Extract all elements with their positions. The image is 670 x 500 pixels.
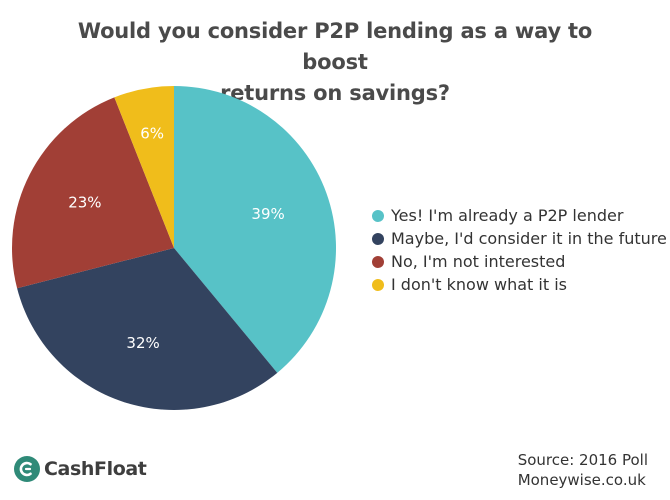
- pie-label-no: 23%: [68, 194, 101, 212]
- legend-item-yes: Yes! I'm already a P2P lender: [372, 204, 667, 227]
- legend-swatch-dont-know: [372, 278, 384, 291]
- legend-item-maybe: Maybe, I'd consider it in the future: [372, 227, 667, 250]
- chart-title-line-2: returns on savings?: [220, 81, 450, 105]
- legend-label-yes: Yes! I'm already a P2P lender: [391, 206, 624, 225]
- legend-item-no: No, I'm not interested: [372, 250, 667, 273]
- legend-swatch-no: [372, 255, 384, 268]
- pie-slice-maybe: [17, 248, 278, 410]
- chart-title-line-1: Would you consider P2P lending as a way …: [77, 19, 593, 74]
- legend-item-dont-know: I don't know what it is: [372, 273, 667, 296]
- cashfloat-logo: CashFloat: [14, 456, 147, 482]
- pie-label-dont-know: 6%: [140, 124, 164, 142]
- source-note: Source: 2016 Poll Moneywise.co.uk: [518, 450, 648, 490]
- chart-title: Would you consider P2P lending as a way …: [60, 16, 610, 109]
- legend-label-maybe: Maybe, I'd consider it in the future: [391, 229, 667, 248]
- pie-label-yes: 39%: [251, 205, 284, 223]
- pie-slice-yes: [174, 86, 336, 373]
- legend: Yes! I'm already a P2P lender Maybe, I'd…: [372, 204, 667, 296]
- legend-swatch-maybe: [372, 232, 384, 245]
- pie-slice-dont-know: [114, 86, 174, 248]
- pie-slice-no: [12, 97, 175, 289]
- source-line-1: Source: 2016 Poll: [517, 451, 648, 469]
- source-line-2: Moneywise.co.uk: [517, 471, 646, 489]
- legend-swatch-yes: [372, 209, 384, 222]
- pie-label-maybe: 32%: [126, 334, 159, 352]
- legend-label-no: No, I'm not interested: [391, 252, 566, 271]
- cashfloat-logo-icon: [14, 456, 40, 482]
- cashfloat-logo-text: CashFloat: [44, 458, 147, 480]
- legend-label-dont-know: I don't know what it is: [391, 275, 567, 294]
